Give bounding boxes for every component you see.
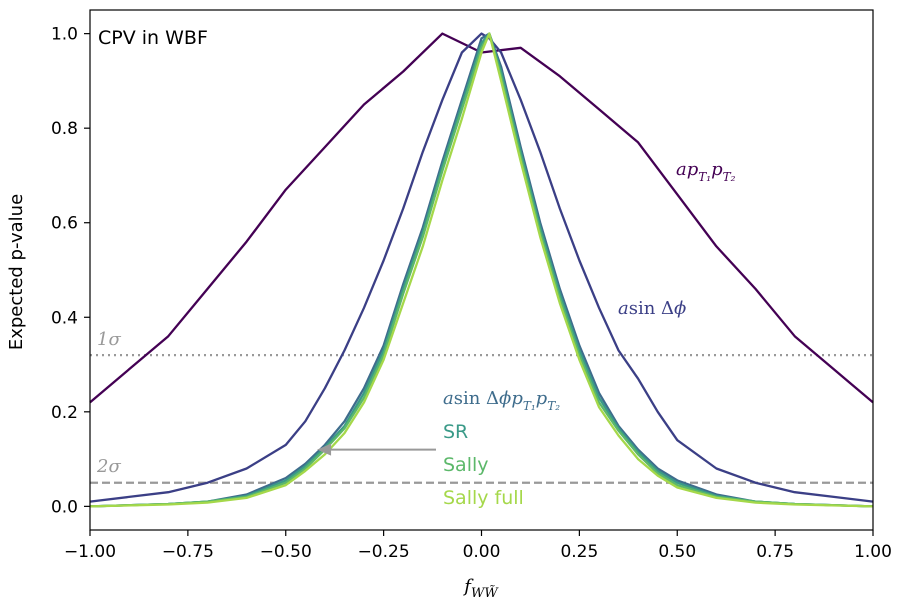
arrow-annotation bbox=[317, 443, 436, 456]
x-tick-label: −0.75 bbox=[162, 542, 214, 562]
label-sr: SR bbox=[443, 421, 468, 443]
y-tick-label: 0.8 bbox=[51, 119, 78, 139]
series-line-1 bbox=[89, 32, 874, 404]
label-asin-dphi: asin Δϕ bbox=[618, 298, 686, 319]
two-sigma-label: 2σ bbox=[96, 456, 121, 477]
reference-lines bbox=[90, 353, 873, 484]
y-axis-label: Expected p-value bbox=[6, 194, 27, 350]
x-tick-label: −0.25 bbox=[358, 542, 410, 562]
label-sally: Sally bbox=[443, 454, 489, 476]
y-tick-label: 0.6 bbox=[51, 214, 78, 234]
axes-frame bbox=[89, 9, 874, 531]
x-tick-label: 0.25 bbox=[560, 542, 598, 562]
series-line-2 bbox=[89, 32, 874, 503]
axes-box bbox=[89, 9, 874, 531]
x-tick-label: −0.50 bbox=[260, 542, 312, 562]
ticks: −1.00 −0.75 −0.50 −0.25 0.00 0.25 0.50 0.75 1.00… bbox=[51, 25, 892, 562]
series-line-5 bbox=[89, 32, 874, 508]
series-line-3 bbox=[89, 32, 874, 508]
label-asin-dphi-pt: asin ΔϕpT₁pT₂ bbox=[443, 388, 560, 413]
x-tick-label: 0.75 bbox=[756, 542, 794, 562]
series-line-4 bbox=[89, 32, 874, 508]
y-tick-label: 1.0 bbox=[51, 25, 78, 45]
label-sally-full: Sally full bbox=[443, 487, 524, 509]
x-label-sub: WW̃ bbox=[471, 585, 499, 600]
one-sigma-label: 1σ bbox=[97, 329, 121, 350]
x-tick-label: 0.00 bbox=[463, 542, 501, 562]
x-tick-label: 0.50 bbox=[658, 542, 696, 562]
series-layer bbox=[89, 32, 874, 508]
y-tick-label: 0.4 bbox=[51, 308, 78, 328]
series-line-6 bbox=[89, 32, 874, 508]
arrow-head bbox=[317, 443, 332, 456]
y-tick-label: 0.2 bbox=[51, 403, 78, 423]
chart-title: CPV in WBF bbox=[98, 27, 208, 49]
y-tick-label: 0.0 bbox=[51, 497, 78, 517]
x-axis-label: fWW̃ bbox=[462, 576, 499, 600]
x-tick-label: 1.00 bbox=[854, 542, 892, 562]
label-apt1pt2: apT₁pT₂ bbox=[676, 159, 736, 184]
x-tick-label: −1.00 bbox=[64, 542, 116, 562]
